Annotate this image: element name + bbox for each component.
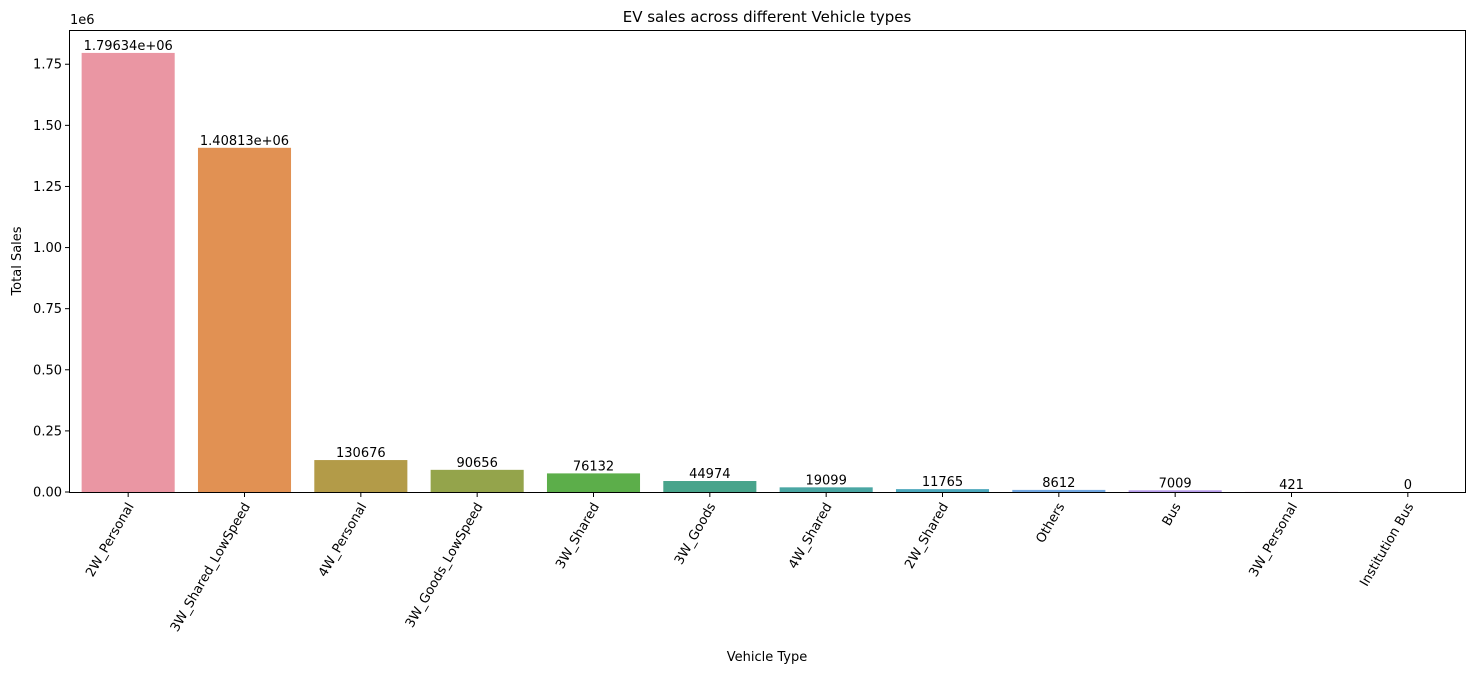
bar-6 bbox=[779, 487, 873, 492]
data-label-5: 44974 bbox=[689, 467, 730, 482]
x-axis-title: Vehicle Type bbox=[727, 650, 807, 665]
y-axis: 0.00 0.25 0.50 0.75 1.00 1.25 1.50 1.75 bbox=[33, 58, 70, 501]
x-tick-label-1: 3W_Shared_LowSpeed bbox=[168, 501, 254, 635]
y-tick-label-7: 1.75 bbox=[33, 58, 62, 73]
y-tick-label-5: 1.25 bbox=[33, 180, 62, 195]
x-tick-label-2: 4W_Personal bbox=[316, 501, 370, 580]
y-tick-label-2: 0.50 bbox=[33, 363, 62, 378]
data-label-11: 0 bbox=[1404, 478, 1412, 493]
data-label-8: 8612 bbox=[1042, 476, 1075, 491]
data-label-7: 11765 bbox=[922, 475, 963, 490]
data-label-6: 19099 bbox=[805, 473, 846, 488]
x-tick-label-3: 3W_Goods_LowSpeed bbox=[403, 501, 487, 631]
chart-title: EV sales across different Vehicle types bbox=[623, 8, 912, 26]
data-label-4: 76132 bbox=[573, 459, 614, 474]
x-tick-label-8: Others bbox=[1033, 500, 1068, 546]
bar-3 bbox=[430, 469, 524, 492]
x-tick-label-9: Bus bbox=[1160, 500, 1185, 528]
bars-group bbox=[81, 52, 1339, 492]
x-axis: 2W_Personal 3W_Shared_LowSpeed 4W_Personal… bbox=[83, 492, 1417, 635]
y-tick-label-4: 1.00 bbox=[33, 241, 62, 256]
data-label-2: 130676 bbox=[336, 446, 386, 461]
x-tick-label-5: 3W_Goods bbox=[672, 500, 719, 567]
y-tick-label-1: 0.25 bbox=[33, 424, 62, 439]
bar-1 bbox=[197, 147, 292, 492]
x-tick-label-4: 3W_Shared bbox=[553, 501, 603, 572]
bar-9 bbox=[1128, 490, 1222, 492]
data-labels-group: 1.79634e+06 1.40813e+06 130676 90656 76132 44… bbox=[84, 39, 1412, 493]
bar-0 bbox=[81, 52, 175, 492]
y-tick-label-3: 0.75 bbox=[33, 302, 62, 317]
data-label-1: 1.40813e+06 bbox=[200, 134, 289, 149]
bar-4 bbox=[546, 473, 641, 492]
data-label-10: 421 bbox=[1279, 478, 1304, 493]
bar-5 bbox=[663, 481, 757, 492]
plot-frame bbox=[69, 30, 1466, 493]
bar-8 bbox=[1012, 489, 1106, 492]
bar-7 bbox=[895, 489, 990, 492]
y-tick-label-6: 1.50 bbox=[33, 119, 62, 134]
y-axis-title: Total Sales bbox=[10, 226, 25, 296]
data-label-0: 1.79634e+06 bbox=[84, 39, 173, 54]
data-label-3: 90656 bbox=[456, 456, 497, 471]
bar-2 bbox=[314, 460, 408, 492]
x-tick-label-6: 4W_Shared bbox=[786, 501, 836, 572]
x-tick-label-0: 2W_Personal bbox=[83, 501, 137, 580]
y-offset-text: 1e6 bbox=[70, 13, 95, 28]
x-tick-label-11: Institution Bus bbox=[1357, 500, 1417, 589]
data-label-9: 7009 bbox=[1159, 476, 1192, 491]
x-tick-label-7: 2W_Shared bbox=[902, 501, 952, 572]
y-tick-label-0: 0.00 bbox=[33, 486, 62, 501]
x-tick-label-10: 3W_Personal bbox=[1247, 501, 1301, 580]
